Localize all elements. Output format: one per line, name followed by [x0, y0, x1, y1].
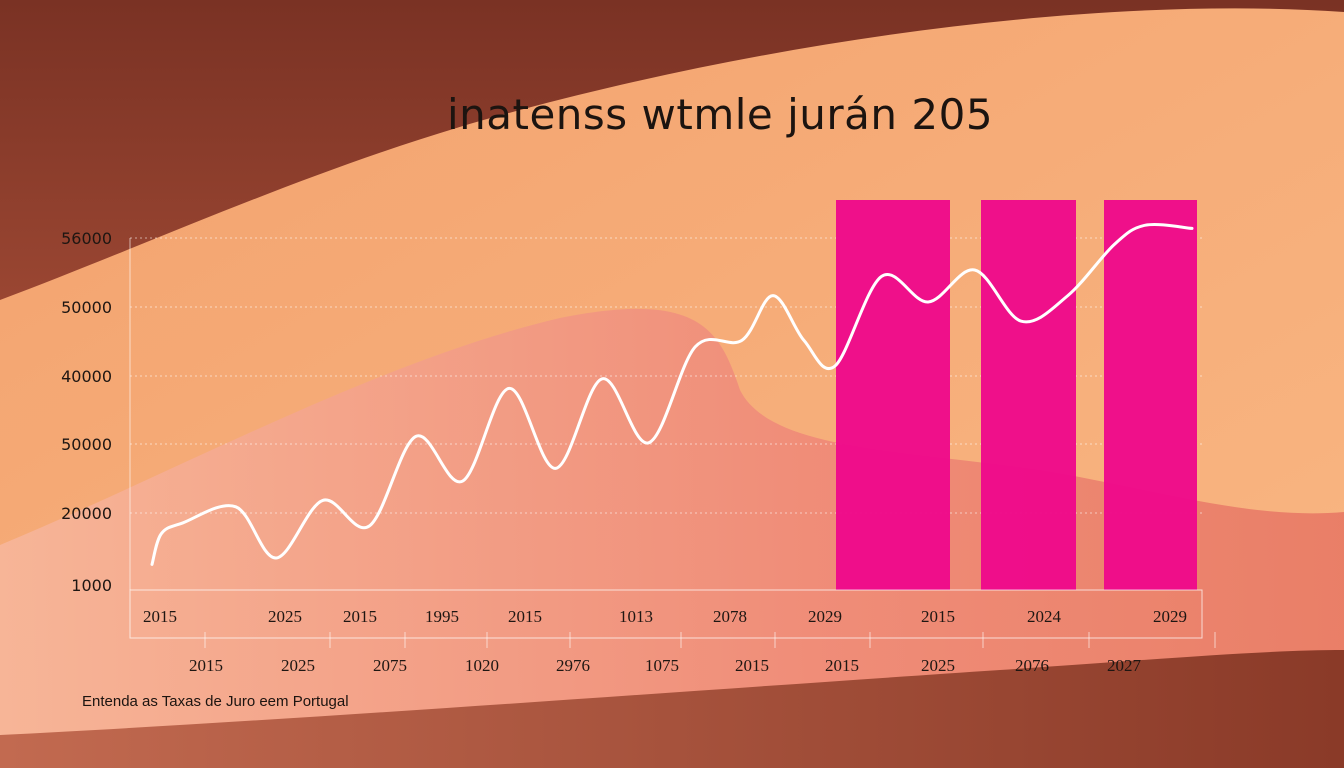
x-tick-label: 2025	[921, 656, 955, 675]
y-tick-label: 50000	[61, 435, 112, 454]
x-tick-label: 2015	[189, 656, 223, 675]
bar-series	[836, 200, 1197, 590]
x-tick-label: 2076	[1015, 656, 1049, 675]
x-tick-label: 2029	[808, 607, 842, 626]
y-tick-label: 1000	[71, 576, 112, 595]
x-tick-label: 2015	[825, 656, 859, 675]
x-tick-label: 2015	[735, 656, 769, 675]
x-tick-label: 2075	[373, 656, 407, 675]
x-tick-label: 2078	[713, 607, 747, 626]
y-tick-label: 50000	[61, 298, 112, 317]
x-tick-label: 1075	[645, 656, 679, 675]
x-tick-label: 1995	[425, 607, 459, 626]
data-line	[150, 222, 1194, 566]
x-axis-ticks-row2: 2015 2025 2075 1020 2976 1075 2015 2015 2025 2076…	[189, 656, 1142, 675]
x-tick-label: 2015	[508, 607, 542, 626]
background-dark-wave-top	[0, 0, 1344, 300]
gridlines	[130, 237, 1202, 514]
x-tick-label: 2015	[343, 607, 377, 626]
x-tick-label: 2976	[556, 656, 590, 675]
x-tick-label: 2015	[921, 607, 955, 626]
bar	[981, 200, 1076, 590]
x-tick-label: 2025	[268, 607, 302, 626]
background-shading-area	[0, 308, 1344, 768]
x-tick-label: 2027	[1107, 656, 1142, 675]
x-tick-label: 2024	[1027, 607, 1062, 626]
x-axis-ticks-row1: 2015 2025 2015 1995 2015 1013 2078 2029 2015 2024…	[143, 607, 1216, 648]
chart-title: inatenss wtmle jurán 205	[446, 90, 994, 139]
x-tick-label: 1020	[465, 656, 499, 675]
x-axis-band	[129, 589, 1203, 639]
y-tick-label: 20000	[61, 504, 112, 523]
bar	[1104, 200, 1197, 590]
caption: Entenda as Taxas de Juro eem Portugal	[82, 693, 349, 710]
x-tick-label: 2015	[143, 607, 177, 626]
y-tick-label: 56000	[61, 229, 112, 248]
bar	[836, 200, 950, 590]
background-dark-wave-bottom	[0, 650, 1344, 768]
y-axis-ticks: 56000 50000 40000 50000 20000 1000	[61, 229, 112, 595]
y-tick-label: 40000	[61, 367, 112, 386]
x-tick-label: 2029	[1153, 607, 1187, 626]
x-tick-label: 2025	[281, 656, 315, 675]
x-tick-label: 1013	[619, 607, 653, 626]
